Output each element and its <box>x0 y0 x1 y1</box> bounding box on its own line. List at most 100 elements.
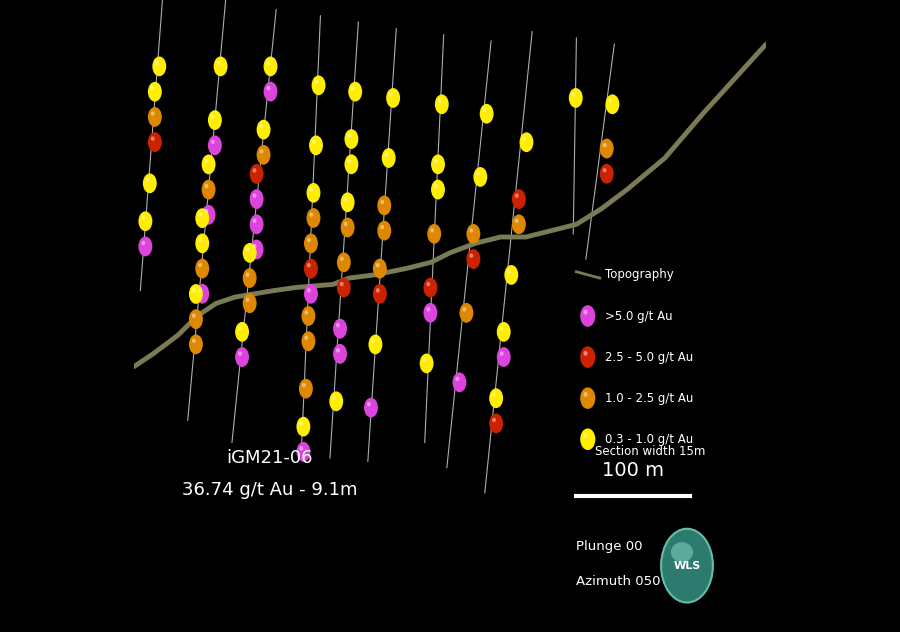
Ellipse shape <box>431 154 445 174</box>
Ellipse shape <box>437 99 442 103</box>
Text: 0.3 - 1.0 g/t Au: 0.3 - 1.0 g/t Au <box>605 433 693 446</box>
Ellipse shape <box>341 217 355 238</box>
Ellipse shape <box>376 263 380 267</box>
Ellipse shape <box>423 358 427 362</box>
Ellipse shape <box>204 159 209 163</box>
Ellipse shape <box>373 258 387 279</box>
Ellipse shape <box>424 277 437 298</box>
Ellipse shape <box>312 140 316 144</box>
Ellipse shape <box>198 288 202 293</box>
Ellipse shape <box>351 86 355 90</box>
Ellipse shape <box>198 212 202 217</box>
Ellipse shape <box>431 179 445 200</box>
Ellipse shape <box>256 145 271 165</box>
Ellipse shape <box>492 418 496 422</box>
Ellipse shape <box>384 152 389 157</box>
Ellipse shape <box>202 179 215 200</box>
Ellipse shape <box>372 339 375 343</box>
Ellipse shape <box>300 446 303 451</box>
Ellipse shape <box>195 209 209 228</box>
Ellipse shape <box>333 344 347 364</box>
Ellipse shape <box>151 86 155 90</box>
Ellipse shape <box>569 88 582 108</box>
Ellipse shape <box>376 288 380 293</box>
Ellipse shape <box>238 351 242 356</box>
Ellipse shape <box>515 219 518 223</box>
Ellipse shape <box>300 421 303 425</box>
Ellipse shape <box>238 326 242 331</box>
Ellipse shape <box>204 209 209 214</box>
Ellipse shape <box>599 164 614 184</box>
Ellipse shape <box>211 114 215 119</box>
Ellipse shape <box>208 135 221 155</box>
Ellipse shape <box>497 322 510 342</box>
Text: 36.74 g/t Au - 9.1m: 36.74 g/t Au - 9.1m <box>182 481 357 499</box>
Text: Plunge 00: Plunge 00 <box>576 540 643 553</box>
Ellipse shape <box>198 263 202 267</box>
Ellipse shape <box>504 265 518 285</box>
Ellipse shape <box>314 80 319 84</box>
Ellipse shape <box>148 107 162 127</box>
Ellipse shape <box>512 189 526 209</box>
Ellipse shape <box>307 208 320 228</box>
Ellipse shape <box>381 225 384 229</box>
Ellipse shape <box>148 82 162 102</box>
Ellipse shape <box>332 396 336 400</box>
Ellipse shape <box>304 310 309 315</box>
Ellipse shape <box>213 56 228 76</box>
Ellipse shape <box>141 216 145 220</box>
Ellipse shape <box>430 228 434 233</box>
Ellipse shape <box>340 282 344 286</box>
Ellipse shape <box>296 442 310 462</box>
Ellipse shape <box>466 249 481 269</box>
Ellipse shape <box>235 347 249 367</box>
Ellipse shape <box>608 99 612 103</box>
Ellipse shape <box>424 303 437 323</box>
Ellipse shape <box>195 233 209 253</box>
Ellipse shape <box>512 214 526 234</box>
Ellipse shape <box>302 306 315 326</box>
Text: >5.0 g/t Au: >5.0 g/t Au <box>605 310 672 322</box>
Ellipse shape <box>253 168 256 173</box>
Ellipse shape <box>311 75 326 95</box>
Ellipse shape <box>246 247 249 252</box>
Ellipse shape <box>189 309 202 329</box>
Ellipse shape <box>246 298 249 302</box>
Ellipse shape <box>249 214 264 234</box>
Ellipse shape <box>243 293 256 313</box>
Ellipse shape <box>302 331 315 351</box>
Ellipse shape <box>572 92 576 97</box>
Ellipse shape <box>347 133 351 138</box>
Ellipse shape <box>189 334 202 355</box>
Ellipse shape <box>151 111 155 116</box>
Text: Topography: Topography <box>605 269 673 281</box>
Text: 100 m: 100 m <box>602 461 664 480</box>
Ellipse shape <box>473 167 487 187</box>
Ellipse shape <box>264 82 277 102</box>
Ellipse shape <box>264 56 277 76</box>
Ellipse shape <box>202 205 215 225</box>
Ellipse shape <box>344 222 347 226</box>
Ellipse shape <box>195 284 209 303</box>
Ellipse shape <box>500 326 503 331</box>
Text: iGM21-06: iGM21-06 <box>227 449 313 467</box>
Ellipse shape <box>583 351 588 356</box>
Ellipse shape <box>580 428 596 450</box>
Ellipse shape <box>249 240 264 259</box>
Ellipse shape <box>434 184 437 188</box>
Ellipse shape <box>307 238 310 242</box>
Ellipse shape <box>333 319 347 339</box>
Ellipse shape <box>500 351 503 356</box>
Ellipse shape <box>307 263 310 267</box>
Ellipse shape <box>249 164 264 184</box>
Ellipse shape <box>490 388 503 408</box>
Ellipse shape <box>202 154 215 174</box>
Ellipse shape <box>266 86 270 90</box>
Ellipse shape <box>341 192 355 212</box>
Ellipse shape <box>340 257 344 261</box>
Ellipse shape <box>367 402 371 406</box>
Text: Section width 15m: Section width 15m <box>596 446 706 458</box>
Ellipse shape <box>373 284 387 304</box>
Ellipse shape <box>195 258 209 279</box>
Ellipse shape <box>192 339 196 343</box>
